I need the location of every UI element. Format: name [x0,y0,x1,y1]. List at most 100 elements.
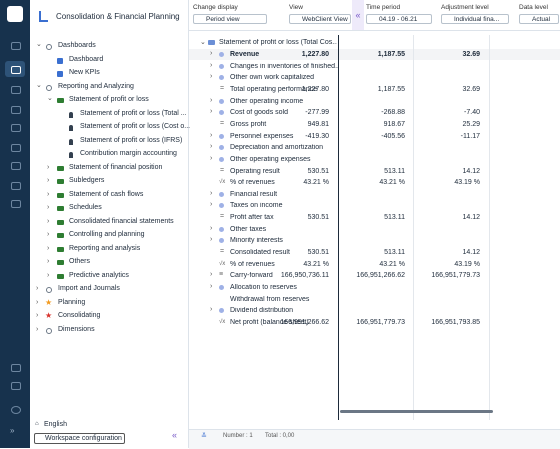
row-toggle[interactable]: › [210,306,213,314]
tree-toggle[interactable]: › [47,163,50,171]
tree-item[interactable]: Subledgers [69,177,105,184]
rail-icon[interactable] [11,182,21,190]
filter-dropdown[interactable]: Actual [519,14,559,24]
cell-value: 513.11 [384,167,405,175]
row-toggle[interactable]: › [210,143,213,151]
node-dot [219,75,224,81]
tree-item[interactable]: Statement of profit or loss (IFRS) [80,136,183,144]
tree-item[interactable]: Statement of profit or loss (Cost o... [80,123,191,130]
toggle: ⌄ [200,39,206,46]
tree-item[interactable]: Statement of profit or loss (Total ... [80,109,187,117]
status-icon: ≚ [201,433,207,440]
app-icon [39,11,48,22]
tree-item[interactable]: Schedules [69,204,102,211]
tree-item[interactable]: Statement of cash flows [69,190,144,198]
row-toggle[interactable]: › [210,131,213,139]
folder-icon [57,179,64,184]
tree-toggle[interactable]: › [47,217,50,225]
tree-item[interactable]: New KPIs [69,69,100,76]
row-toggle[interactable]: › [210,224,213,232]
row-label: Other own work capitalized [230,74,315,82]
rail-icon[interactable] [11,200,21,208]
tree-toggle[interactable]: › [47,204,50,211]
tree-toggle[interactable]: › [47,244,50,252]
row-toggle[interactable]: › [210,108,213,116]
tree-toggle[interactable]: › [47,271,50,279]
tree-item[interactable]: Consolidating [58,312,101,319]
language[interactable]: English [44,421,67,428]
rail-icon[interactable] [11,106,21,114]
sum-icon: = [220,166,225,174]
rail-icon[interactable] [11,162,21,170]
status-count: Number : 1 [223,433,253,439]
tree-toggle[interactable]: › [47,190,50,198]
tree-toggle[interactable]: › [47,231,50,238]
tree-item[interactable]: Contribution margin accounting [80,150,177,157]
tree-item[interactable]: Reporting and Analyzing [58,82,134,90]
collapse-icon[interactable]: « [172,430,178,440]
tree-item[interactable]: Predictive analytics [69,271,129,279]
row-toggle[interactable]: › [210,73,213,81]
rail-icon[interactable] [11,406,21,414]
rail-icon[interactable] [11,382,21,390]
tree-toggle[interactable]: › [36,312,39,319]
rail-icon[interactable] [11,124,21,132]
cell-value: 43.21 % [303,260,329,268]
rail-icon[interactable] [11,42,21,50]
row-label: Carry-forward [230,272,273,280]
filter-dropdown[interactable]: 04.19 - 06.21 [366,14,432,24]
tree-item[interactable]: Dashboards [58,42,96,49]
tree-item[interactable]: Consolidated financial statements [69,217,174,225]
tree-toggle[interactable]: › [47,258,50,265]
tree-item[interactable]: Statement of profit or loss [69,96,149,103]
tree-item[interactable]: Dashboard [69,55,104,63]
logo [7,6,23,22]
tree-toggle[interactable]: ⌄ [36,81,42,89]
rail-icon[interactable] [11,66,21,74]
node-dot [219,145,224,151]
folder-icon [57,219,64,225]
row-toggle[interactable]: › [210,154,213,162]
report-icon [69,152,73,158]
rail-icon[interactable] [11,144,21,152]
tree-toggle[interactable]: ⌄ [36,41,42,48]
expand-icon[interactable]: » [10,426,15,435]
tree-toggle[interactable]: › [36,325,39,333]
row-toggle[interactable]: › [210,283,213,290]
rail-icon[interactable] [11,86,21,94]
row-toggle[interactable]: › [210,236,213,244]
tree-item[interactable]: Reporting and analysis [69,244,141,252]
filter-dropdown[interactable]: WebClient View [289,14,351,24]
tree-toggle[interactable]: › [36,285,39,292]
tree-item[interactable]: Controlling and planning [69,231,145,238]
cell-value: -405.56 [381,132,405,140]
star-icon: ★ [45,311,53,320]
row-toggle[interactable]: › [210,61,213,69]
cell-value: 166,951,266.62 [280,318,329,326]
row-toggle[interactable]: › [210,189,213,197]
row-toggle[interactable]: › [210,201,213,209]
collapse-filters[interactable]: « [352,0,364,30]
cell-value: 530.51 [307,214,329,222]
cell-value: 530.51 [307,167,329,175]
formula-icon: √x [219,318,226,325]
cell-value: 166,950,736.11 [280,272,329,280]
workspace-button[interactable]: Workspace configuration [34,433,125,444]
tree-toggle[interactable]: › [36,298,39,306]
filter-dropdown[interactable]: Period view [193,14,267,24]
row-toggle[interactable]: › [210,96,213,104]
scrollbar[interactable] [340,410,493,413]
tree-item[interactable]: Statement of financial position [69,163,163,171]
row-toggle[interactable]: › [210,271,213,279]
tree-item[interactable]: Import and Journals [58,285,120,292]
row-label: Allocation to reserves [230,284,297,291]
tree-item[interactable]: Planning [58,298,86,306]
tree-item[interactable]: Dimensions [58,325,95,333]
rail-icon[interactable] [11,364,21,372]
tree-item[interactable]: Others [69,258,91,265]
tree-toggle[interactable]: ⌄ [47,95,53,102]
tree-toggle[interactable]: › [47,177,50,184]
row-toggle[interactable]: › [210,50,213,57]
cell-value: 25.29 [462,120,480,128]
filter-dropdown[interactable]: Individual fina... [441,14,509,24]
